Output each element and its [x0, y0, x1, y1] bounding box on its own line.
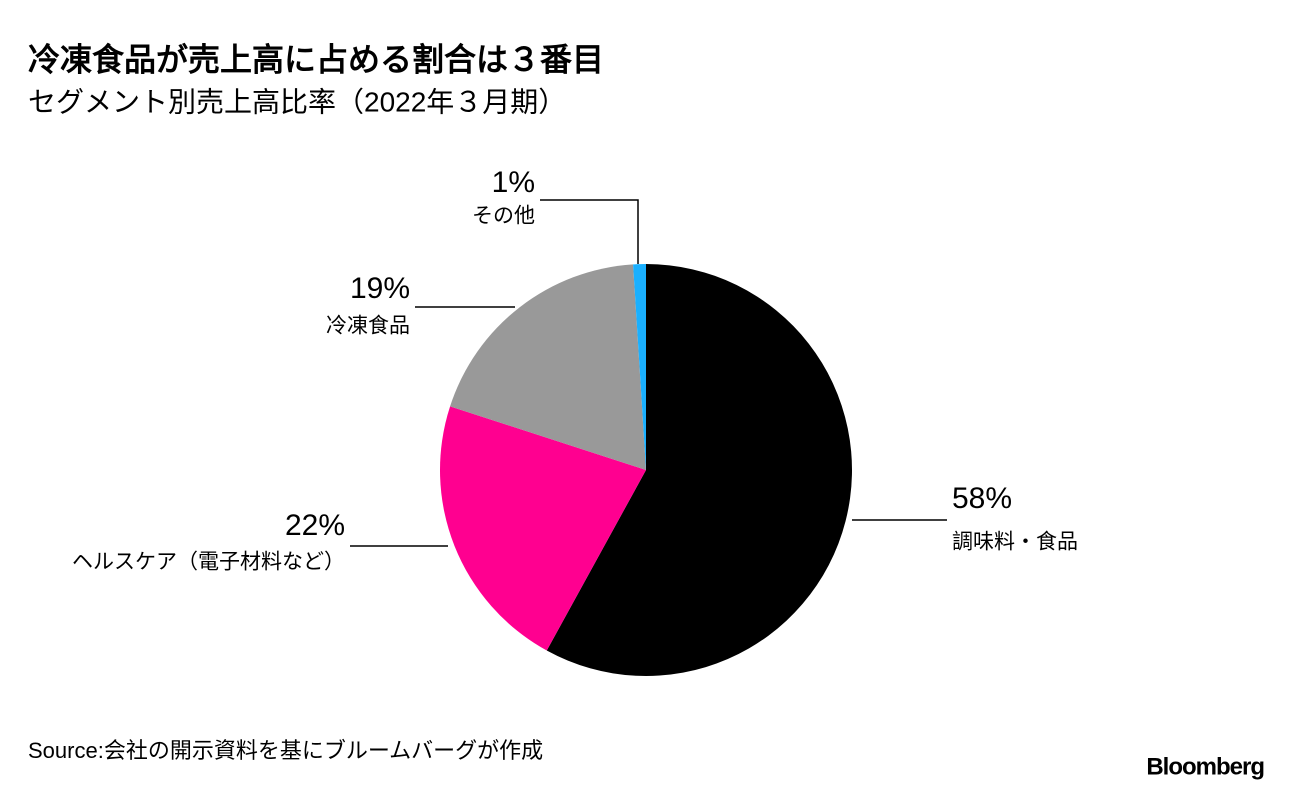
value-label: 19% — [350, 272, 410, 305]
value-label: 58% — [952, 482, 1012, 515]
category-label: その他 — [472, 205, 535, 228]
brand: Bloomberg — [1146, 753, 1264, 780]
pie-slice — [440, 406, 646, 651]
pie-slice — [450, 264, 646, 470]
chart-subtitle: セグメント別売上高比率（2022年３月期） — [28, 86, 566, 117]
pie-slice — [546, 264, 852, 676]
source: Source:会社の開示資料を基にブルームバーグが作成 — [28, 738, 543, 763]
value-label: 1% — [492, 166, 535, 199]
chart-title: 冷凍食品が売上高に占める割合は３番目 — [28, 41, 604, 77]
pie-slice — [633, 264, 646, 470]
value-label: 22% — [285, 509, 345, 542]
category-label: ヘルスケア（電子材料など） — [72, 551, 345, 574]
leader-line — [540, 199, 639, 264]
category-label: 冷凍食品 — [326, 315, 410, 338]
category-label: 調味料・食品 — [952, 531, 1078, 554]
